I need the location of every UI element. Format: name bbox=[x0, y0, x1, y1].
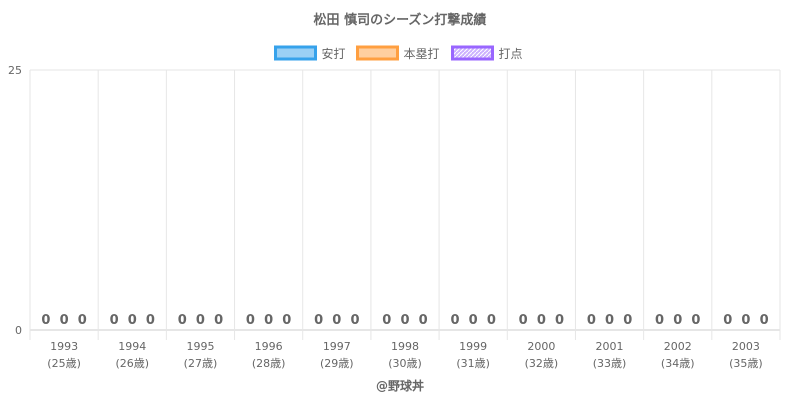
x-tick-label: 1998 bbox=[391, 340, 419, 353]
y-tick-label: 25 bbox=[8, 64, 22, 77]
data-label: 0 bbox=[760, 313, 769, 328]
data-label: 0 bbox=[314, 313, 323, 328]
data-label: 0 bbox=[691, 313, 700, 328]
data-label: 0 bbox=[450, 313, 459, 328]
data-label: 0 bbox=[282, 313, 291, 328]
data-label: 0 bbox=[655, 313, 664, 328]
x-tick-sublabel: (32歳) bbox=[525, 357, 559, 370]
x-tick-label: 1997 bbox=[323, 340, 351, 353]
data-label: 0 bbox=[178, 313, 187, 328]
x-tick-label: 1995 bbox=[186, 340, 214, 353]
x-tick-sublabel: (27歳) bbox=[184, 357, 218, 370]
x-tick-label: 1996 bbox=[255, 340, 283, 353]
data-label: 0 bbox=[264, 313, 273, 328]
data-label: 0 bbox=[623, 313, 632, 328]
legend-swatch bbox=[356, 45, 399, 61]
data-label: 0 bbox=[214, 313, 223, 328]
legend-label: 安打 bbox=[322, 46, 346, 61]
x-tick-sublabel: (25歳) bbox=[47, 357, 81, 370]
x-tick-sublabel: (34歳) bbox=[661, 357, 695, 370]
x-tick-label: 2000 bbox=[527, 340, 555, 353]
data-label: 0 bbox=[537, 313, 546, 328]
legend-swatch bbox=[451, 45, 494, 61]
data-label: 0 bbox=[60, 313, 69, 328]
data-label: 0 bbox=[41, 313, 50, 328]
x-tick-sublabel: (30歳) bbox=[388, 357, 422, 370]
x-tick-sublabel: (35歳) bbox=[729, 357, 763, 370]
x-tick-sublabel: (29歳) bbox=[320, 357, 354, 370]
x-tick-sublabel: (31歳) bbox=[456, 357, 490, 370]
data-label: 0 bbox=[128, 313, 137, 328]
x-tick-sublabel: (33歳) bbox=[593, 357, 627, 370]
x-tick-label: 1993 bbox=[50, 340, 78, 353]
data-label: 0 bbox=[487, 313, 496, 328]
data-label: 0 bbox=[350, 313, 359, 328]
data-label: 0 bbox=[78, 313, 87, 328]
data-label: 0 bbox=[382, 313, 391, 328]
y-tick-label: 0 bbox=[15, 324, 22, 337]
data-label: 0 bbox=[332, 313, 341, 328]
data-label: 0 bbox=[741, 313, 750, 328]
x-tick-label: 2003 bbox=[732, 340, 760, 353]
data-label: 0 bbox=[400, 313, 409, 328]
legend-label: 打点 bbox=[499, 47, 523, 61]
data-label: 0 bbox=[587, 313, 596, 328]
chart-footer: @野球丼 bbox=[376, 378, 424, 393]
data-label: 0 bbox=[419, 313, 428, 328]
x-tick-label: 2001 bbox=[596, 340, 624, 353]
legend-label: 本塁打 bbox=[404, 47, 440, 61]
data-label: 0 bbox=[605, 313, 614, 328]
x-tick-label: 1999 bbox=[459, 340, 487, 353]
x-tick-sublabel: (26歳) bbox=[115, 357, 149, 370]
x-tick-sublabel: (28歳) bbox=[252, 357, 286, 370]
data-label: 0 bbox=[723, 313, 732, 328]
data-label: 0 bbox=[146, 313, 155, 328]
legend-swatch bbox=[274, 45, 317, 61]
legend: 安打 本塁打 打点 bbox=[274, 45, 523, 61]
data-label: 0 bbox=[110, 313, 119, 328]
chart-title: 松田 慎司のシーズン打撃成績 bbox=[314, 12, 487, 28]
data-label: 0 bbox=[555, 313, 564, 328]
data-label: 0 bbox=[519, 313, 528, 328]
x-tick-label: 1994 bbox=[118, 340, 146, 353]
data-label: 0 bbox=[469, 313, 478, 328]
data-label: 0 bbox=[196, 313, 205, 328]
data-label: 0 bbox=[673, 313, 682, 328]
x-tick-label: 2002 bbox=[664, 340, 692, 353]
data-label: 0 bbox=[246, 313, 255, 328]
